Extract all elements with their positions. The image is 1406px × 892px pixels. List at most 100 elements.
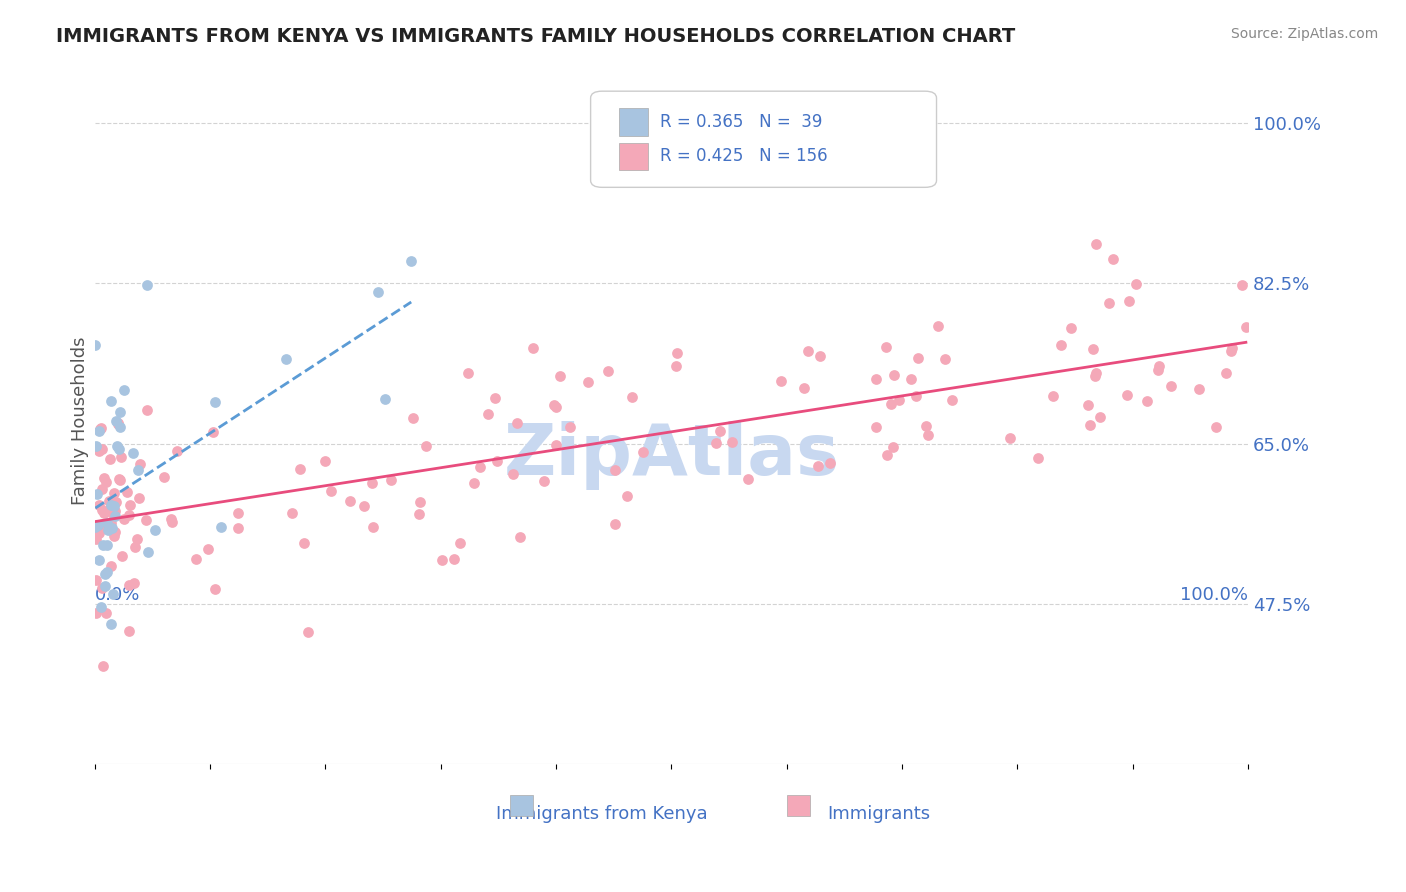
Point xyxy=(363,520,385,534)
Point xyxy=(1098,296,1121,310)
Point xyxy=(486,454,509,468)
Point xyxy=(98,494,121,508)
Point xyxy=(463,475,485,490)
Point xyxy=(380,473,402,487)
Point xyxy=(108,472,131,486)
Point xyxy=(616,489,638,503)
Point xyxy=(91,538,114,552)
Point xyxy=(401,411,423,425)
Point xyxy=(430,553,453,567)
Point xyxy=(887,393,910,408)
Point xyxy=(865,420,887,434)
Point xyxy=(820,456,842,470)
Point xyxy=(900,372,922,386)
Point xyxy=(998,431,1021,445)
Point xyxy=(91,503,114,517)
Point xyxy=(97,523,120,537)
Point xyxy=(603,517,626,532)
Point xyxy=(103,500,125,514)
Point xyxy=(90,516,112,531)
Point xyxy=(127,462,149,476)
Point xyxy=(321,484,343,499)
Point xyxy=(96,565,118,579)
Point xyxy=(91,482,114,496)
Point xyxy=(100,559,122,574)
Point xyxy=(89,526,111,541)
Point xyxy=(876,448,898,462)
Point xyxy=(103,529,125,543)
Point xyxy=(104,504,127,518)
Point xyxy=(484,392,506,406)
Point xyxy=(449,536,471,550)
Point xyxy=(104,495,127,509)
Point xyxy=(769,374,792,388)
Text: Immigrants from Kenya: Immigrants from Kenya xyxy=(496,805,709,823)
Point xyxy=(118,578,141,592)
Point xyxy=(86,533,108,547)
Point xyxy=(914,419,936,434)
Point xyxy=(122,575,145,590)
Point xyxy=(1147,359,1170,374)
Point xyxy=(105,415,128,429)
Text: ZipAtlas: ZipAtlas xyxy=(503,421,839,490)
Point xyxy=(399,253,422,268)
Point xyxy=(1220,342,1243,356)
Point xyxy=(209,520,232,534)
Point xyxy=(96,606,118,620)
Point xyxy=(87,499,110,513)
Point xyxy=(98,452,121,467)
Point xyxy=(108,405,131,419)
Point xyxy=(882,368,904,383)
Point xyxy=(104,524,127,539)
Point xyxy=(721,435,744,450)
Point xyxy=(603,463,626,477)
Point xyxy=(374,392,396,407)
Text: 100.0%: 100.0% xyxy=(1180,586,1249,604)
Point xyxy=(90,581,112,595)
Point xyxy=(118,508,141,523)
Point xyxy=(468,459,491,474)
Point xyxy=(558,419,581,434)
Text: 0.0%: 0.0% xyxy=(94,586,141,604)
Point xyxy=(202,425,225,439)
Point xyxy=(118,624,141,638)
Point xyxy=(1160,379,1182,393)
Point xyxy=(204,395,226,409)
Point xyxy=(631,445,654,459)
Point xyxy=(367,285,389,299)
Point xyxy=(112,511,135,525)
Point xyxy=(353,499,375,513)
Point xyxy=(797,344,820,359)
Point xyxy=(533,474,555,488)
Point xyxy=(941,392,963,407)
Point xyxy=(443,552,465,566)
Bar xyxy=(620,108,648,136)
Point xyxy=(90,599,112,614)
Point xyxy=(1101,252,1123,266)
Point xyxy=(86,439,108,453)
Point xyxy=(1234,320,1257,334)
Point xyxy=(128,491,150,505)
Point xyxy=(808,350,831,364)
Point xyxy=(93,471,115,485)
Point xyxy=(292,536,315,550)
Point xyxy=(1084,367,1107,381)
Point xyxy=(112,384,135,398)
Bar xyxy=(620,143,648,170)
Point xyxy=(1077,398,1099,412)
Point xyxy=(927,319,949,334)
Point xyxy=(1230,278,1253,293)
Point xyxy=(107,417,129,431)
Point xyxy=(880,397,903,411)
Point xyxy=(87,552,110,566)
Point xyxy=(1026,451,1049,466)
Point xyxy=(135,513,157,527)
Point xyxy=(226,507,249,521)
Point xyxy=(297,624,319,639)
Point xyxy=(905,389,928,403)
Point xyxy=(136,545,159,559)
Text: IMMIGRANTS FROM KENYA VS IMMIGRANTS FAMILY HOUSEHOLDS CORRELATION CHART: IMMIGRANTS FROM KENYA VS IMMIGRANTS FAMI… xyxy=(56,27,1015,45)
Point xyxy=(806,459,828,474)
Point xyxy=(101,587,124,601)
Point xyxy=(122,446,145,460)
